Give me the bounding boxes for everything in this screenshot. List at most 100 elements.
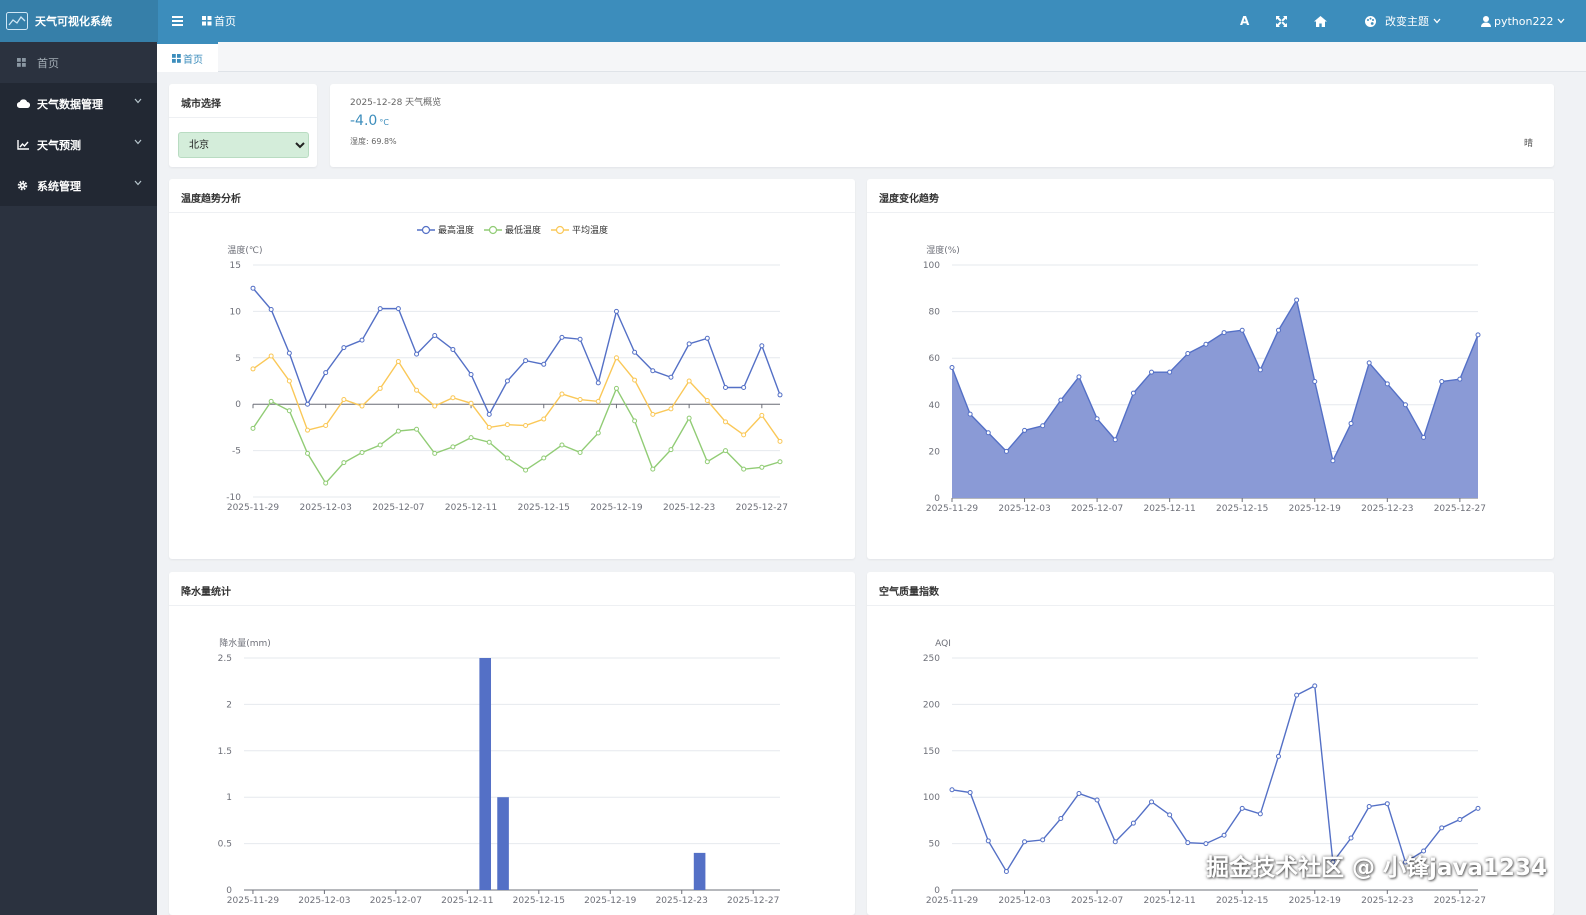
data-point: [541, 361, 547, 367]
theme-dropdown[interactable]: 改变主题: [1365, 0, 1441, 42]
x-tick-label: 2025-12-23: [1361, 896, 1413, 906]
chevron-down-icon: [1557, 18, 1565, 24]
temperature-trend-chart: -10 -5 0 5 10 15 温度(℃) 2025-11-29 2025-12-03 2025…: [226, 224, 788, 513]
data-point: [1384, 801, 1390, 807]
data-point: [668, 406, 674, 412]
data-point: [468, 435, 474, 441]
data-point: [395, 306, 401, 312]
chevron-down-icon: [1433, 18, 1441, 24]
sidebar-item-weather-data[interactable]: 天气数据管理: [0, 83, 157, 124]
tab-home[interactable]: 首页: [157, 42, 218, 72]
divider: [867, 605, 1554, 606]
city-select-card: 城市选择 北京: [169, 84, 317, 167]
y-tick-label: 80: [929, 308, 941, 318]
city-select[interactable]: 北京: [178, 132, 309, 158]
data-point: [577, 449, 583, 455]
data-point: [323, 423, 329, 429]
sidebar-toggle-button[interactable]: [172, 0, 183, 42]
sidebar-item-forecast[interactable]: 天气预测: [0, 124, 157, 165]
data-point: [741, 384, 747, 390]
data-point: [1022, 427, 1028, 433]
data-point: [704, 335, 710, 341]
data-point: [595, 430, 601, 436]
aqi-chart: 0 50 100 150 200 250 AQI 2025-11-29 2025-12-03 20…: [923, 639, 1486, 906]
data-point: [1094, 416, 1100, 422]
data-point: [1439, 379, 1445, 384]
data-point: [722, 448, 728, 454]
sidebar-item-label: 系统管理: [37, 179, 81, 193]
data-point: [1239, 327, 1245, 333]
y-tick-label: 10: [230, 307, 242, 317]
data-point: [486, 424, 492, 430]
data-point: [1312, 683, 1318, 689]
legend-marker: [421, 225, 431, 235]
data-point: [1475, 805, 1481, 811]
divider: [867, 212, 1554, 213]
app-logo[interactable]: 天气可视化系统: [0, 0, 158, 42]
breadcrumb[interactable]: 首页: [202, 0, 236, 42]
home-button[interactable]: [1314, 0, 1327, 42]
tab-label: 首页: [183, 54, 203, 66]
data-point: [949, 365, 955, 371]
x-tick-label: 2025-12-19: [590, 503, 643, 513]
theme-label: 改变主题: [1385, 15, 1429, 28]
menu-icon: [172, 16, 183, 26]
dashboard-icon: [172, 53, 181, 63]
data-point: [1221, 330, 1227, 336]
font-size-button[interactable]: A: [1240, 0, 1249, 42]
y-tick-label: 50: [929, 840, 941, 850]
data-point: [1402, 859, 1408, 865]
data-point: [632, 349, 638, 355]
y-axis-label: AQI: [935, 639, 951, 649]
x-tick-label: 2025-12-19: [1289, 896, 1342, 906]
data-point: [377, 306, 383, 312]
x-tick-label: 2025-12-03: [298, 896, 350, 906]
precipitation-card: 降水量统计 0 0.5 1 1.5 2 2.5 降水量(mm) 2025-11-29 2025-…: [169, 572, 855, 915]
sidebar-item-system[interactable]: 系统管理: [0, 165, 157, 206]
data-point: [341, 397, 347, 403]
data-point: [967, 790, 973, 796]
data-point: [1348, 420, 1354, 426]
y-tick-label: 1: [226, 793, 232, 803]
legend-label: 平均温度: [572, 224, 608, 236]
data-point: [686, 378, 692, 384]
data-point: [1366, 360, 1372, 366]
legend-label: 最高温度: [438, 224, 474, 236]
series-line: [252, 386, 781, 485]
legend-marker: [488, 225, 498, 235]
data-point: [1402, 402, 1408, 408]
data-point: [632, 418, 638, 424]
data-point: [613, 355, 619, 361]
font-icon: A: [1240, 14, 1250, 28]
x-tick-label: 2025-12-03: [998, 896, 1050, 906]
fullscreen-button[interactable]: [1276, 0, 1287, 42]
x-tick-label: 2025-11-29: [926, 504, 979, 514]
temperature-unit: °C: [379, 118, 389, 127]
legend-marker: [555, 225, 565, 235]
y-tick-label: -5: [232, 447, 241, 457]
y-tick-label: 60: [929, 354, 941, 364]
x-tick-label: 2025-11-29: [926, 896, 979, 906]
data-point: [1094, 797, 1100, 803]
card-title: 降水量统计: [181, 587, 231, 598]
data-point: [341, 345, 347, 351]
sidebar-item-home[interactable]: 首页: [0, 42, 157, 83]
data-point: [1203, 841, 1209, 847]
data-point: [1185, 351, 1191, 357]
watermark: 掘金技术社区 @ 小锋java1234: [1206, 855, 1547, 881]
data-point: [777, 459, 783, 465]
data-point: [759, 412, 765, 418]
data-point: [432, 450, 438, 456]
data-point: [1475, 332, 1481, 338]
sidebar: 首页 天气数据管理 天气预测 系统管理: [0, 42, 157, 915]
y-tick-label: 5: [235, 354, 241, 364]
humidity-trend-card: 湿度变化趋势 0 20 40 60 80 100 湿度(%) 2025-11-29 2025-1…: [867, 179, 1554, 559]
user-menu[interactable]: python222: [1481, 0, 1565, 42]
data-point: [967, 411, 973, 417]
data-point: [1203, 341, 1209, 347]
dashboard-icon: [202, 16, 212, 26]
data-point: [704, 459, 710, 465]
data-point: [414, 351, 420, 357]
dashboard-icon: [17, 58, 26, 67]
weather-overview-card: 2025-12-28 天气概览 -4.0 °C 湿度: 69.8% 晴: [330, 84, 1554, 167]
